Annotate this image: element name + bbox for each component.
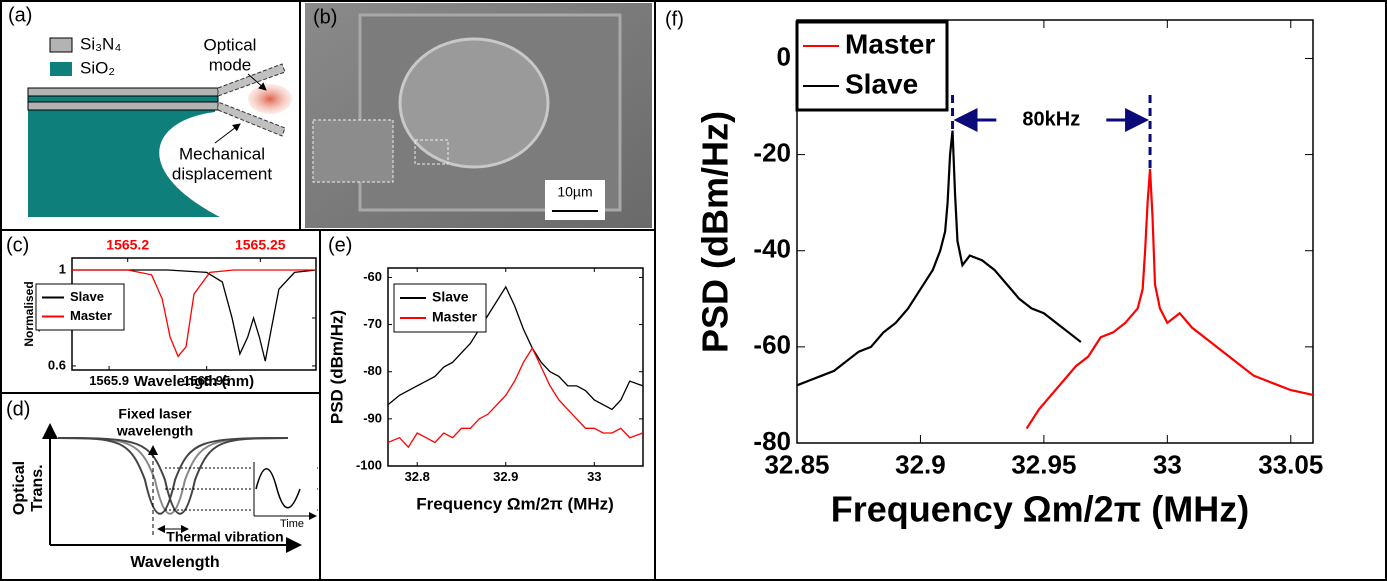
legend-label: Master bbox=[70, 308, 112, 323]
legend-label: Slave bbox=[70, 289, 104, 304]
x-tick-label: 32.85 bbox=[764, 449, 829, 479]
legend-label: Master bbox=[845, 28, 935, 59]
y-axis-label: Optical bbox=[11, 461, 28, 515]
resonance-curve bbox=[57, 437, 289, 515]
resonance-curve bbox=[57, 437, 289, 515]
plot-frame bbox=[796, 19, 1314, 444]
arrow bbox=[214, 123, 241, 144]
optical-mode bbox=[248, 84, 292, 114]
oxide-layer bbox=[27, 95, 219, 103]
y-tick-label: -100 bbox=[356, 457, 382, 472]
annotation: mode bbox=[209, 55, 252, 74]
inset-label: Time bbox=[280, 518, 304, 530]
x-tick-label: 32.9 bbox=[895, 449, 946, 479]
sio2-shape bbox=[28, 110, 220, 217]
panel-label: (f) bbox=[665, 8, 684, 30]
x-tick-label: 1565.95 bbox=[183, 373, 230, 388]
series-line bbox=[387, 346, 644, 449]
sem-zoom-box bbox=[414, 139, 449, 165]
y-tick-label: -80 bbox=[363, 363, 382, 378]
x-tick-label: 32.9 bbox=[493, 469, 518, 484]
x-tick-label: 32.95 bbox=[1011, 449, 1076, 479]
x-tick-label: 1565.9 bbox=[89, 373, 129, 388]
panel-label: (c) bbox=[6, 234, 29, 256]
legend-box bbox=[795, 20, 949, 112]
panel-label: (b) bbox=[313, 6, 337, 28]
panel-label: (e) bbox=[328, 234, 352, 256]
y-tick-label: -80 bbox=[753, 426, 791, 456]
sem-inset bbox=[312, 119, 394, 183]
y-axis-label: Normalised bbox=[22, 281, 36, 346]
y-axis-label: Trans. bbox=[29, 464, 46, 511]
legend-label: Si₃N₄ bbox=[80, 34, 121, 53]
y-axis-label: PSD (dBm/Hz) bbox=[327, 310, 346, 424]
legend-box bbox=[393, 283, 487, 333]
panel-d: (d) Time Fixed laser wavelength Thermal … bbox=[6, 398, 318, 571]
plot-frame bbox=[387, 267, 644, 467]
x-axis-label: Frequency Ωm/2π (MHz) bbox=[831, 489, 1249, 530]
nitride-top bbox=[27, 87, 219, 97]
annotation: Fixed laser bbox=[118, 406, 192, 422]
annotation: Thermal vibration bbox=[166, 529, 283, 545]
panel-label: (a) bbox=[8, 4, 32, 26]
annotation: wavelength bbox=[116, 423, 193, 439]
x2-tick-label: 1565.2 bbox=[106, 237, 149, 253]
y-tick-label: 0 bbox=[777, 41, 791, 71]
y-tick-label: -60 bbox=[753, 330, 791, 360]
sine bbox=[255, 468, 301, 509]
legend-swatch bbox=[49, 37, 73, 53]
legend-label: Slave bbox=[432, 289, 469, 305]
inset-bg bbox=[252, 462, 316, 518]
y-tick-label: -90 bbox=[363, 410, 382, 425]
guide-lines bbox=[165, 467, 318, 511]
y-tick-label: -40 bbox=[753, 234, 791, 264]
marker bbox=[148, 445, 158, 455]
series-line bbox=[796, 130, 1082, 387]
legend-label: Slave bbox=[845, 68, 918, 99]
panel-label: (d) bbox=[6, 398, 30, 420]
panel-a: (a) Si₃N₄ SiO₂ Optical mode Mechanical d… bbox=[8, 4, 292, 217]
scale-box bbox=[545, 180, 605, 220]
series-line bbox=[387, 285, 644, 411]
x-axis-label: Frequency Ωm/2π (MHz) bbox=[416, 494, 614, 513]
y-tick-label: 1 bbox=[59, 261, 66, 276]
x-axis-label: Wavelength (nm) bbox=[134, 373, 254, 390]
y-tick-label: -70 bbox=[363, 316, 382, 331]
series-line bbox=[72, 269, 316, 358]
annotation: displacement bbox=[172, 164, 272, 183]
resonance-curve bbox=[57, 437, 289, 515]
legend-swatch bbox=[50, 62, 72, 76]
x-tick-label: 33 bbox=[587, 469, 601, 484]
x2-tick-label: 1565.25 bbox=[235, 237, 286, 253]
annotation: Optical bbox=[204, 35, 257, 54]
y-tick-label: 0.6 bbox=[48, 357, 66, 372]
sem-disk bbox=[398, 37, 550, 169]
y-axis-label: PSD (dBm/Hz) bbox=[695, 111, 736, 353]
scale-label: 10µm bbox=[557, 184, 592, 200]
y-tick-label: -20 bbox=[753, 137, 791, 167]
x-tick-label: 33.05 bbox=[1258, 449, 1323, 479]
y-tick-label: -60 bbox=[363, 269, 382, 284]
x-tick-label: 33 bbox=[1153, 449, 1182, 479]
panel-b: 10µm (b) bbox=[305, 3, 652, 228]
arrow bbox=[247, 73, 267, 91]
displaced-beams bbox=[217, 63, 286, 137]
series-line bbox=[1025, 168, 1314, 430]
series-line bbox=[72, 269, 317, 362]
legend-label: Master bbox=[432, 309, 478, 325]
x-axis-label: Wavelength bbox=[130, 554, 219, 571]
legend-box bbox=[35, 283, 125, 331]
x-tick-label: 32.8 bbox=[405, 469, 430, 484]
annotation: Mechanical bbox=[179, 144, 265, 163]
annotation: 80kHz bbox=[1022, 108, 1080, 130]
legend-label: SiO₂ bbox=[80, 58, 115, 77]
nitride-bottom bbox=[27, 101, 219, 111]
